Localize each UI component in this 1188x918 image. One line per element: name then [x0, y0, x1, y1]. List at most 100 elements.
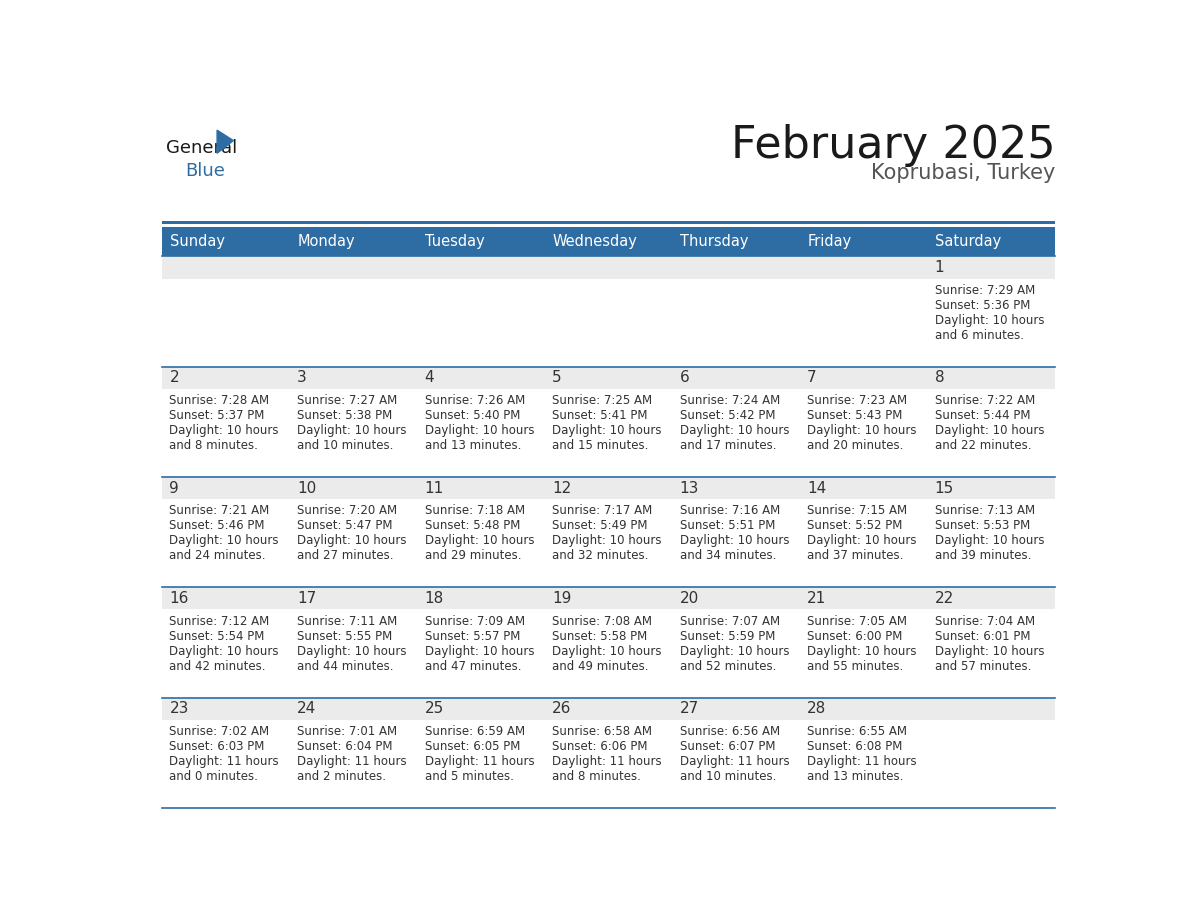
Text: 1: 1: [935, 260, 944, 275]
Text: Sunrise: 7:22 AM: Sunrise: 7:22 AM: [935, 394, 1035, 408]
Text: and 10 minutes.: and 10 minutes.: [297, 439, 393, 453]
Bar: [928, 698, 1055, 808]
Text: Daylight: 10 hours: Daylight: 10 hours: [552, 424, 662, 437]
Text: 5: 5: [552, 370, 562, 386]
Text: Blue: Blue: [185, 162, 225, 180]
Bar: [545, 588, 672, 610]
Text: Sunset: 5:47 PM: Sunset: 5:47 PM: [297, 520, 392, 532]
Text: Daylight: 10 hours: Daylight: 10 hours: [935, 534, 1044, 547]
Bar: [928, 227, 1055, 256]
Bar: [801, 698, 928, 720]
Text: and 15 minutes.: and 15 minutes.: [552, 439, 649, 453]
Bar: [928, 698, 1055, 720]
Text: Sunrise: 6:58 AM: Sunrise: 6:58 AM: [552, 725, 652, 738]
Text: Sunrise: 7:11 AM: Sunrise: 7:11 AM: [297, 615, 397, 628]
Bar: [163, 227, 290, 256]
Bar: [417, 477, 545, 499]
Bar: [417, 256, 545, 278]
Text: Sunrise: 7:26 AM: Sunrise: 7:26 AM: [424, 394, 525, 408]
Text: Sunrise: 7:28 AM: Sunrise: 7:28 AM: [170, 394, 270, 408]
Text: and 24 minutes.: and 24 minutes.: [170, 550, 266, 563]
Text: and 8 minutes.: and 8 minutes.: [170, 439, 258, 453]
Text: 12: 12: [552, 480, 571, 496]
Text: Sunrise: 7:13 AM: Sunrise: 7:13 AM: [935, 504, 1035, 518]
Bar: [928, 256, 1055, 366]
Bar: [545, 227, 672, 256]
Text: and 27 minutes.: and 27 minutes.: [297, 550, 393, 563]
Text: and 39 minutes.: and 39 minutes.: [935, 550, 1031, 563]
Bar: [801, 477, 928, 588]
Text: Saturday: Saturday: [935, 234, 1001, 250]
Bar: [163, 366, 290, 477]
Text: Sunrise: 6:55 AM: Sunrise: 6:55 AM: [807, 725, 908, 738]
Text: Sunset: 5:58 PM: Sunset: 5:58 PM: [552, 630, 647, 643]
Text: Sunrise: 6:56 AM: Sunrise: 6:56 AM: [680, 725, 779, 738]
Bar: [290, 698, 417, 720]
Text: February 2025: February 2025: [731, 124, 1055, 167]
Text: and 2 minutes.: and 2 minutes.: [297, 770, 386, 783]
Text: 24: 24: [297, 701, 316, 716]
Bar: [290, 477, 417, 588]
Text: Daylight: 10 hours: Daylight: 10 hours: [424, 424, 535, 437]
Bar: [672, 366, 801, 389]
Bar: [928, 366, 1055, 389]
Text: Sunset: 5:41 PM: Sunset: 5:41 PM: [552, 409, 647, 422]
Text: Friday: Friday: [808, 234, 852, 250]
Text: and 57 minutes.: and 57 minutes.: [935, 660, 1031, 673]
Text: 6: 6: [680, 370, 689, 386]
Text: and 20 minutes.: and 20 minutes.: [807, 439, 904, 453]
Text: and 44 minutes.: and 44 minutes.: [297, 660, 393, 673]
Text: Sunrise: 7:02 AM: Sunrise: 7:02 AM: [170, 725, 270, 738]
Text: Daylight: 10 hours: Daylight: 10 hours: [424, 534, 535, 547]
Text: Sunrise: 7:21 AM: Sunrise: 7:21 AM: [170, 504, 270, 518]
Text: 7: 7: [807, 370, 817, 386]
Bar: [545, 588, 672, 698]
Text: General: General: [166, 139, 238, 156]
Text: 22: 22: [935, 591, 954, 606]
Text: 13: 13: [680, 480, 699, 496]
Text: Daylight: 10 hours: Daylight: 10 hours: [552, 534, 662, 547]
Text: and 13 minutes.: and 13 minutes.: [807, 770, 904, 783]
Text: Sunrise: 7:25 AM: Sunrise: 7:25 AM: [552, 394, 652, 408]
Text: Daylight: 10 hours: Daylight: 10 hours: [680, 534, 789, 547]
Bar: [672, 227, 801, 256]
Text: Daylight: 10 hours: Daylight: 10 hours: [935, 314, 1044, 327]
Bar: [928, 366, 1055, 477]
Bar: [672, 588, 801, 610]
Bar: [290, 227, 417, 256]
Text: Sunrise: 7:20 AM: Sunrise: 7:20 AM: [297, 504, 397, 518]
Text: and 55 minutes.: and 55 minutes.: [807, 660, 903, 673]
Text: Sunset: 6:01 PM: Sunset: 6:01 PM: [935, 630, 1030, 643]
Text: Sunset: 5:43 PM: Sunset: 5:43 PM: [807, 409, 903, 422]
Text: Daylight: 11 hours: Daylight: 11 hours: [170, 755, 279, 768]
Bar: [801, 588, 928, 610]
Text: and 34 minutes.: and 34 minutes.: [680, 550, 776, 563]
Bar: [928, 477, 1055, 588]
Text: Sunrise: 6:59 AM: Sunrise: 6:59 AM: [424, 725, 525, 738]
Bar: [672, 256, 801, 278]
Text: Thursday: Thursday: [681, 234, 748, 250]
Text: Sunset: 6:00 PM: Sunset: 6:00 PM: [807, 630, 903, 643]
Bar: [672, 588, 801, 698]
Bar: [290, 256, 417, 278]
Text: 3: 3: [297, 370, 307, 386]
Text: Wednesday: Wednesday: [552, 234, 638, 250]
Text: Monday: Monday: [298, 234, 355, 250]
Text: Sunset: 5:48 PM: Sunset: 5:48 PM: [424, 520, 520, 532]
Text: Sunset: 5:36 PM: Sunset: 5:36 PM: [935, 299, 1030, 312]
Bar: [417, 698, 545, 720]
Bar: [928, 256, 1055, 278]
Text: Sunset: 5:42 PM: Sunset: 5:42 PM: [680, 409, 775, 422]
Bar: [163, 588, 290, 610]
Bar: [417, 256, 545, 366]
Bar: [163, 698, 290, 808]
Text: Daylight: 11 hours: Daylight: 11 hours: [424, 755, 535, 768]
Text: Sunset: 5:54 PM: Sunset: 5:54 PM: [170, 630, 265, 643]
Text: and 52 minutes.: and 52 minutes.: [680, 660, 776, 673]
Text: Sunrise: 7:27 AM: Sunrise: 7:27 AM: [297, 394, 397, 408]
Text: Sunrise: 7:05 AM: Sunrise: 7:05 AM: [807, 615, 908, 628]
Text: Sunrise: 7:12 AM: Sunrise: 7:12 AM: [170, 615, 270, 628]
Bar: [290, 588, 417, 610]
Text: 15: 15: [935, 480, 954, 496]
Text: Daylight: 11 hours: Daylight: 11 hours: [297, 755, 406, 768]
